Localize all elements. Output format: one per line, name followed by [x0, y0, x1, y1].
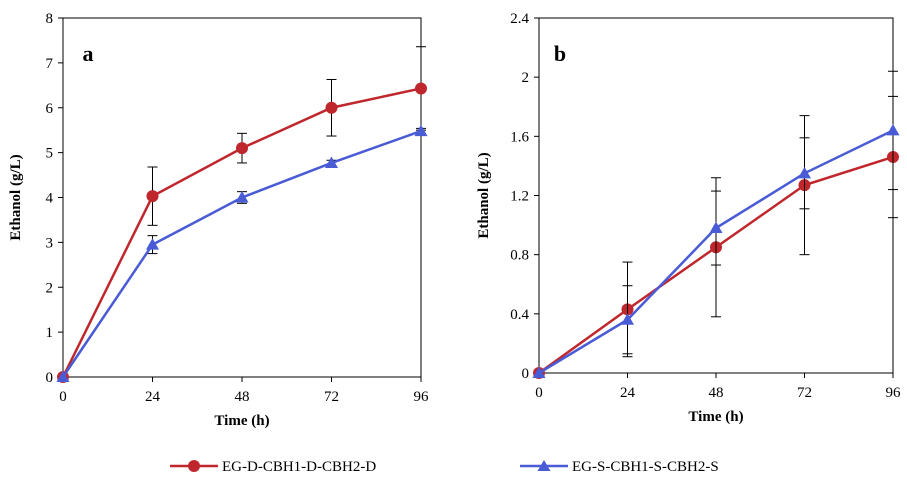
data-point-a-1-3	[325, 156, 338, 168]
y-tick-label-b-0: 0	[522, 366, 530, 382]
data-point-a-0-4	[415, 82, 427, 95]
y-tick-label-a-8: 8	[46, 11, 54, 27]
x-tick-label-b-4: 96	[886, 385, 902, 401]
data-point-a-1-0	[56, 370, 70, 382]
series-line-a-1	[61, 129, 422, 378]
y-tick-label-b-3: 1.2	[510, 189, 529, 205]
data-point-a-1-1	[146, 238, 159, 250]
data-point-a-1-4	[414, 124, 428, 137]
legend-label-1: EG-D-CBH1-D-CBH2-D	[222, 459, 376, 475]
y-tick-label-a-6: 6	[46, 101, 54, 117]
y-tick-label-a-5: 5	[46, 146, 54, 162]
y-tick-label-b-5: 2	[522, 70, 530, 86]
data-point-a-0-3	[325, 101, 338, 114]
y-tick-label-b-1: 0.4	[510, 307, 529, 323]
x-tick-label-a-4: 96	[414, 389, 430, 405]
y-tick-label-a-3: 3	[46, 235, 54, 251]
legend: EG-D-CBH1-D-CBH2-D EG-S-CBH1-S-CBH2-S	[170, 459, 719, 475]
x-tick-label-b-0: 0	[535, 385, 543, 401]
panel-label-b: b	[554, 41, 566, 66]
y-tick-label-b-2: 0.8	[510, 248, 529, 264]
data-point-b-1-2	[709, 221, 723, 234]
y-tick-label-b-6: 2.4	[510, 11, 529, 27]
y-tick-label-a-4: 4	[46, 191, 54, 207]
x-tick-label-a-2: 48	[235, 389, 250, 405]
chart-panel-a: 0 1 2 3 4 5 6 7 8 0 24 48 72 96 Time (h) Ethanol (g/L) a	[8, 11, 429, 429]
x-tick-label-a-0: 0	[59, 389, 67, 405]
data-point-b-1-3	[798, 166, 811, 179]
legend-label-2: EG-S-CBH1-S-CBH2-S	[572, 459, 719, 475]
data-point-a-0-2	[236, 142, 248, 155]
x-tick-label-b-1: 24	[620, 385, 636, 401]
y-tick-label-a-7: 7	[46, 56, 54, 72]
series-line-a-0	[61, 87, 422, 378]
legend-entry-2: EG-S-CBH1-S-CBH2-S	[520, 459, 719, 475]
legend-entry-1: EG-D-CBH1-D-CBH2-D	[170, 459, 376, 475]
data-point-b-1-4	[886, 123, 900, 136]
data-point-b-1-1	[621, 313, 634, 325]
chart-panel-b: 0 0.4 0.8 1.2 1.6 2 2.4 0 24 48 72 96 Time (h) Ethano…	[476, 11, 901, 425]
y-tick-label-a-0: 0	[46, 370, 54, 386]
data-point-a-1-2	[235, 191, 249, 203]
y-tick-label-a-2: 2	[46, 280, 54, 296]
y-tick-label-b-4: 1.6	[510, 129, 529, 145]
x-tick-label-a-1: 24	[145, 389, 161, 405]
y-axis-label-b: Ethanol (g/L)	[476, 152, 492, 238]
y-axis-label-a: Ethanol (g/L)	[8, 154, 24, 240]
y-tick-label-a-1: 1	[46, 325, 54, 341]
x-tick-label-b-3: 72	[797, 385, 812, 401]
x-tick-label-a-3: 72	[324, 389, 339, 405]
x-axis-label-b: Time (h)	[688, 409, 743, 425]
x-tick-label-b-2: 48	[709, 385, 724, 401]
data-point-a-0-1	[146, 190, 159, 203]
x-axis-label-a: Time (h)	[214, 413, 269, 429]
panel-label-a: a	[83, 41, 94, 66]
data-point-b-1-0	[532, 366, 546, 378]
